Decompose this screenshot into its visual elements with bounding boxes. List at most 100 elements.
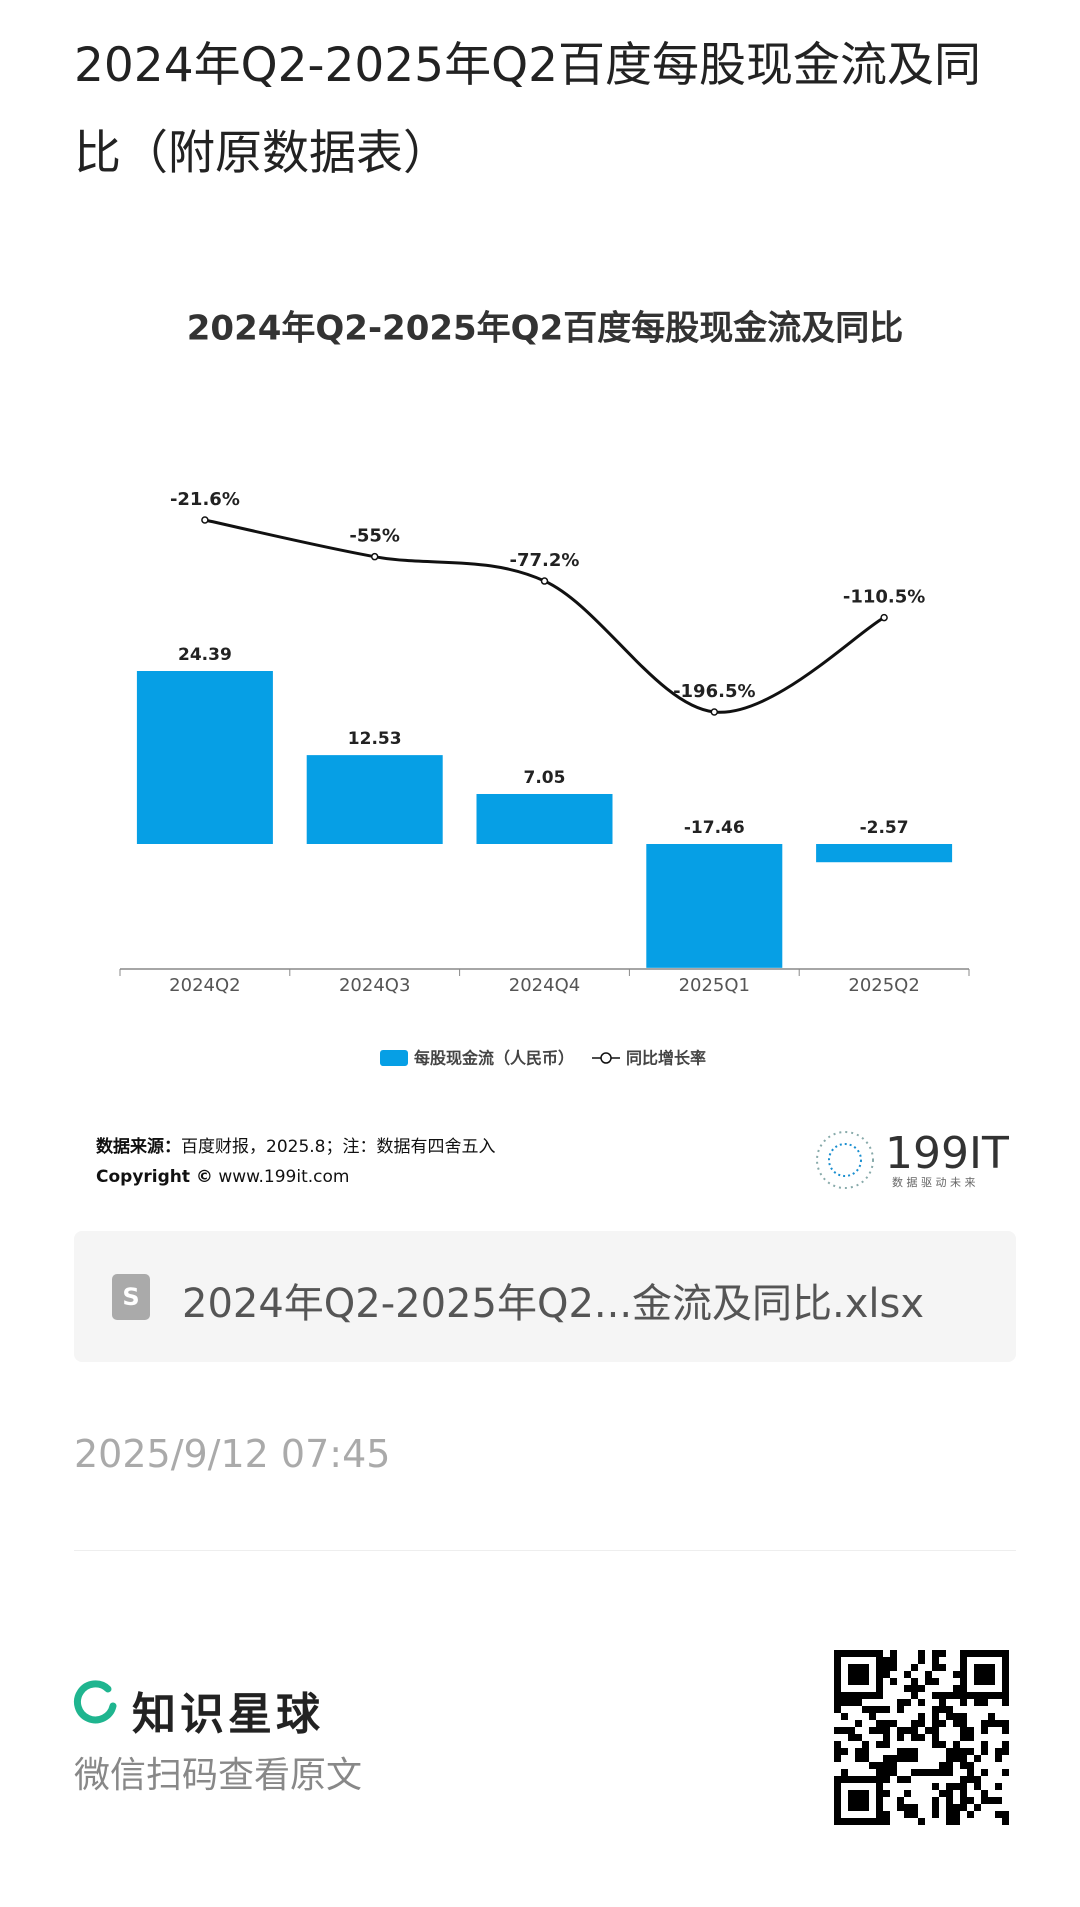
qr-module	[995, 1783, 1002, 1790]
qr-module	[855, 1804, 862, 1811]
legend-label: 同比增长率	[626, 1049, 706, 1068]
qr-module	[918, 1713, 925, 1720]
qr-module	[960, 1671, 967, 1678]
qr-module	[995, 1797, 1002, 1804]
qr-module	[890, 1755, 897, 1762]
qr-module	[848, 1699, 855, 1706]
qr-module	[841, 1650, 848, 1657]
qr-module	[918, 1650, 925, 1657]
qr-module	[918, 1818, 925, 1825]
qr-module	[848, 1804, 855, 1811]
qr-module	[834, 1804, 841, 1811]
qr-module	[911, 1727, 918, 1734]
page-title: 2024年Q2-2025年Q2百度每股现金流及同比（附原数据表）	[74, 38, 981, 181]
qr-module	[890, 1762, 897, 1769]
qr-module	[974, 1755, 981, 1762]
qr-module	[960, 1685, 967, 1692]
qr-module	[988, 1678, 995, 1685]
qr-module	[855, 1650, 862, 1657]
qr-module	[946, 1706, 953, 1713]
qr-module	[862, 1790, 869, 1797]
qr-module	[981, 1769, 988, 1776]
qr-module	[855, 1776, 862, 1783]
qr-module	[918, 1734, 925, 1741]
qr-module	[1002, 1741, 1009, 1748]
qr-module	[953, 1804, 960, 1811]
qr-module	[911, 1692, 918, 1699]
qr-module	[848, 1790, 855, 1797]
file-attachment[interactable]: S 2024年Q2-2025年Q2...金流及同比.xlsx	[74, 1231, 1016, 1362]
qr-module	[932, 1727, 939, 1734]
qr-module	[974, 1650, 981, 1657]
qr-module	[876, 1692, 883, 1699]
qr-module	[862, 1678, 869, 1685]
qr-module	[1002, 1678, 1009, 1685]
qr-module	[960, 1797, 967, 1804]
data-label: -2.57	[860, 818, 909, 838]
qr-module	[883, 1664, 890, 1671]
qr-module	[967, 1762, 974, 1769]
bar	[136, 671, 273, 844]
qr-module	[953, 1685, 960, 1692]
copyright: Copyright ©	[96, 1167, 213, 1187]
brand-icon-arc	[73, 1680, 117, 1724]
qr-module	[834, 1650, 841, 1657]
qr-module	[876, 1741, 883, 1748]
legend-label: 每股现金流（人民币）	[414, 1049, 574, 1068]
qr-module	[960, 1727, 967, 1734]
qr-module	[904, 1804, 911, 1811]
line-point	[880, 613, 888, 622]
qr-module	[960, 1713, 967, 1720]
qr-module	[918, 1685, 925, 1692]
bar	[306, 755, 443, 844]
qr-module	[841, 1699, 848, 1706]
qr-module	[939, 1741, 946, 1748]
qr-module	[953, 1748, 960, 1755]
qr-module	[967, 1727, 974, 1734]
qr-module	[932, 1720, 939, 1727]
qr-module	[862, 1797, 869, 1804]
qr-module	[890, 1650, 897, 1657]
data-label: -110.5%	[843, 587, 925, 608]
qr-module	[848, 1664, 855, 1671]
qr-module	[862, 1741, 869, 1748]
qr-module	[981, 1699, 988, 1706]
x-tick-label: 2025Q1	[679, 975, 750, 996]
qr-module	[918, 1657, 925, 1664]
qr-module	[869, 1692, 876, 1699]
qr-module	[953, 1755, 960, 1762]
qr-module	[883, 1755, 890, 1762]
qr-module	[946, 1790, 953, 1797]
qr-module	[904, 1776, 911, 1783]
qr-module	[960, 1664, 967, 1671]
qr-module	[841, 1692, 848, 1699]
logo-mark	[816, 1131, 874, 1189]
qr-module	[862, 1706, 869, 1713]
site: www.199it.com	[218, 1167, 350, 1187]
qr-module	[834, 1748, 841, 1755]
qr-module	[981, 1790, 988, 1797]
qr-module	[1002, 1657, 1009, 1664]
qr-code[interactable]	[834, 1650, 1009, 1825]
qr-module	[939, 1706, 946, 1713]
qr-module	[904, 1755, 911, 1762]
qr-module	[939, 1762, 946, 1769]
qr-module	[960, 1804, 967, 1811]
qr-module	[862, 1748, 869, 1755]
qr-module	[841, 1769, 848, 1776]
qr-module	[876, 1664, 883, 1671]
qr-module	[897, 1776, 904, 1783]
qr-module	[897, 1755, 904, 1762]
qr-module	[876, 1797, 883, 1804]
qr-module	[1002, 1727, 1009, 1734]
qr-module	[876, 1762, 883, 1769]
qr-module	[834, 1657, 841, 1664]
qr-module	[995, 1720, 1002, 1727]
qr-module	[939, 1664, 946, 1671]
chart: 2024年Q2-2025年Q2百度每股现金流及同比 199IT 数 据 驱 动 …	[119, 309, 1009, 1189]
qr-module	[918, 1699, 925, 1706]
source-line: 数据来源：百度财报，2025.8；注：数据有四舍五入	[96, 1132, 495, 1162]
qr-module	[855, 1720, 862, 1727]
qr-module	[869, 1776, 876, 1783]
qr-module	[960, 1699, 967, 1706]
